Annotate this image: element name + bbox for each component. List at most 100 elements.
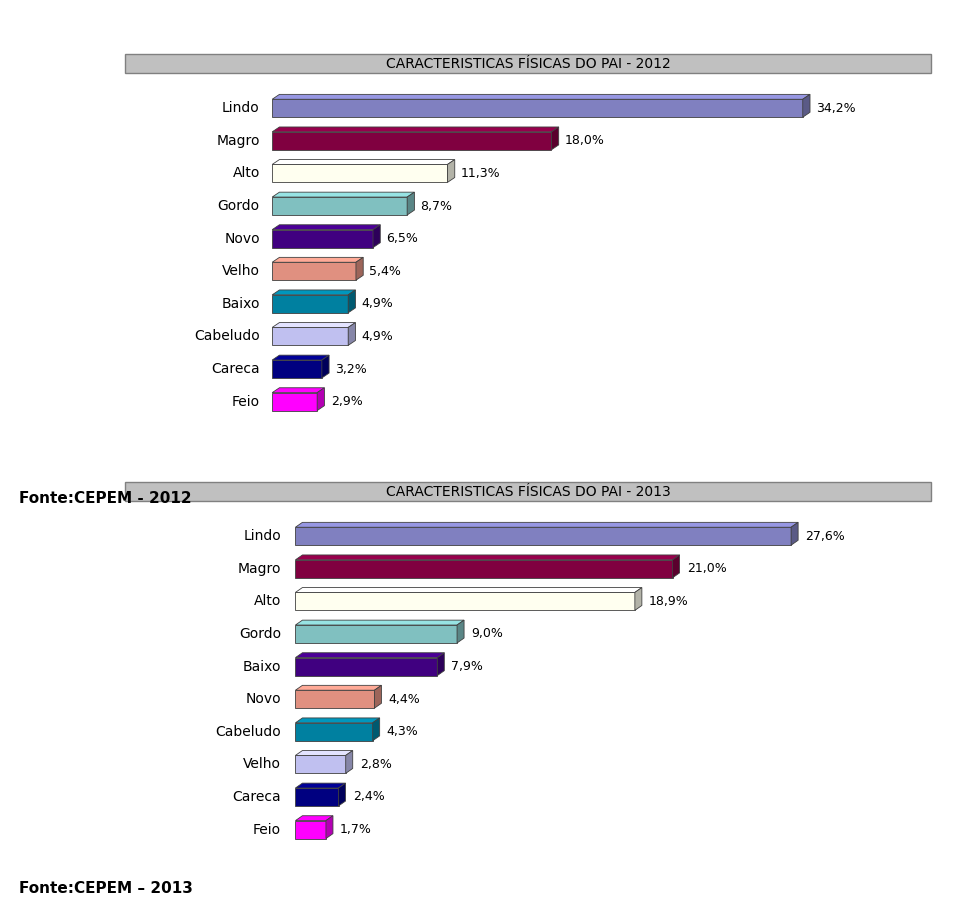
Polygon shape <box>348 323 355 345</box>
Text: Novo: Novo <box>224 232 260 246</box>
Polygon shape <box>273 127 559 132</box>
Polygon shape <box>273 262 356 280</box>
Polygon shape <box>438 652 444 676</box>
Polygon shape <box>273 258 363 262</box>
Text: 4,4%: 4,4% <box>389 693 420 705</box>
Text: Cabeludo: Cabeludo <box>194 330 260 343</box>
Text: Feio: Feio <box>252 823 281 837</box>
Text: Lindo: Lindo <box>243 529 281 543</box>
Polygon shape <box>296 593 635 610</box>
Polygon shape <box>296 625 457 643</box>
Text: Magro: Magro <box>216 134 260 148</box>
Text: Careca: Careca <box>232 790 281 804</box>
Polygon shape <box>296 783 346 788</box>
Text: 1,7%: 1,7% <box>340 824 372 836</box>
Polygon shape <box>317 387 324 411</box>
Polygon shape <box>296 815 333 821</box>
Text: Novo: Novo <box>246 692 281 706</box>
Polygon shape <box>374 686 381 708</box>
Polygon shape <box>296 555 680 560</box>
Polygon shape <box>273 159 455 165</box>
Text: Velho: Velho <box>243 758 281 771</box>
Text: 18,0%: 18,0% <box>564 134 605 148</box>
Polygon shape <box>296 620 464 625</box>
Text: 4,9%: 4,9% <box>362 297 394 310</box>
Text: 11,3%: 11,3% <box>461 167 500 180</box>
FancyBboxPatch shape <box>125 482 931 501</box>
Polygon shape <box>273 327 348 345</box>
Text: 4,3%: 4,3% <box>387 725 419 738</box>
Text: 3,2%: 3,2% <box>335 362 367 376</box>
Polygon shape <box>296 718 379 723</box>
Text: 18,9%: 18,9% <box>649 595 688 608</box>
Polygon shape <box>296 523 798 527</box>
Text: Cabeludo: Cabeludo <box>215 724 281 739</box>
Polygon shape <box>296 788 339 806</box>
Polygon shape <box>551 127 559 150</box>
Polygon shape <box>296 723 372 741</box>
Polygon shape <box>322 355 329 378</box>
Text: 34,2%: 34,2% <box>816 102 855 114</box>
Polygon shape <box>296 658 438 676</box>
Polygon shape <box>373 224 380 248</box>
Polygon shape <box>296 527 791 545</box>
Polygon shape <box>273 95 810 99</box>
Text: Careca: Careca <box>211 362 260 376</box>
Polygon shape <box>273 192 415 197</box>
Text: Alto: Alto <box>232 167 260 180</box>
Polygon shape <box>348 290 355 313</box>
Text: Alto: Alto <box>253 595 281 608</box>
Text: Gordo: Gordo <box>239 627 281 641</box>
FancyBboxPatch shape <box>125 54 931 73</box>
Text: Velho: Velho <box>222 264 260 278</box>
Polygon shape <box>346 751 352 773</box>
Polygon shape <box>803 95 810 117</box>
Text: 9,0%: 9,0% <box>471 627 503 641</box>
Text: 2,8%: 2,8% <box>360 758 392 771</box>
Text: Lindo: Lindo <box>222 101 260 115</box>
Polygon shape <box>273 99 803 117</box>
Polygon shape <box>296 587 642 593</box>
Polygon shape <box>273 290 355 295</box>
Polygon shape <box>273 295 348 313</box>
Polygon shape <box>296 652 444 658</box>
Polygon shape <box>296 821 326 839</box>
Polygon shape <box>273 323 355 327</box>
Text: Feio: Feio <box>231 395 260 409</box>
Polygon shape <box>791 523 798 545</box>
Polygon shape <box>273 393 317 411</box>
Polygon shape <box>296 690 374 708</box>
Text: CARACTERISTICAS FÍSICAS DO PAI - 2012: CARACTERISTICAS FÍSICAS DO PAI - 2012 <box>386 57 670 70</box>
Polygon shape <box>407 192 415 215</box>
Polygon shape <box>273 230 373 248</box>
Text: 2,4%: 2,4% <box>352 790 384 804</box>
Text: Magro: Magro <box>237 562 281 576</box>
Polygon shape <box>447 159 455 182</box>
Polygon shape <box>372 718 379 741</box>
Polygon shape <box>273 165 447 182</box>
Polygon shape <box>273 132 551 150</box>
Text: 5,4%: 5,4% <box>370 265 401 278</box>
Polygon shape <box>273 224 380 230</box>
Polygon shape <box>339 783 346 806</box>
Text: Fonte:CEPEM – 2013: Fonte:CEPEM – 2013 <box>19 881 193 896</box>
Polygon shape <box>673 555 680 578</box>
Text: Baixo: Baixo <box>221 296 260 311</box>
Text: Baixo: Baixo <box>243 660 281 674</box>
Polygon shape <box>273 360 322 378</box>
Polygon shape <box>273 197 407 215</box>
Polygon shape <box>326 815 333 839</box>
Polygon shape <box>296 560 673 578</box>
Text: CARACTERISTICAS FÍSICAS DO PAI - 2013: CARACTERISTICAS FÍSICAS DO PAI - 2013 <box>386 485 670 498</box>
Polygon shape <box>296 755 346 773</box>
Text: 2,9%: 2,9% <box>330 396 362 408</box>
Text: Gordo: Gordo <box>218 199 260 213</box>
Text: 4,9%: 4,9% <box>362 330 394 343</box>
Text: 27,6%: 27,6% <box>805 530 845 542</box>
Polygon shape <box>273 387 324 393</box>
Text: 8,7%: 8,7% <box>420 199 452 213</box>
Polygon shape <box>296 686 381 690</box>
Polygon shape <box>273 355 329 360</box>
Text: 21,0%: 21,0% <box>686 562 727 576</box>
Polygon shape <box>356 258 363 280</box>
